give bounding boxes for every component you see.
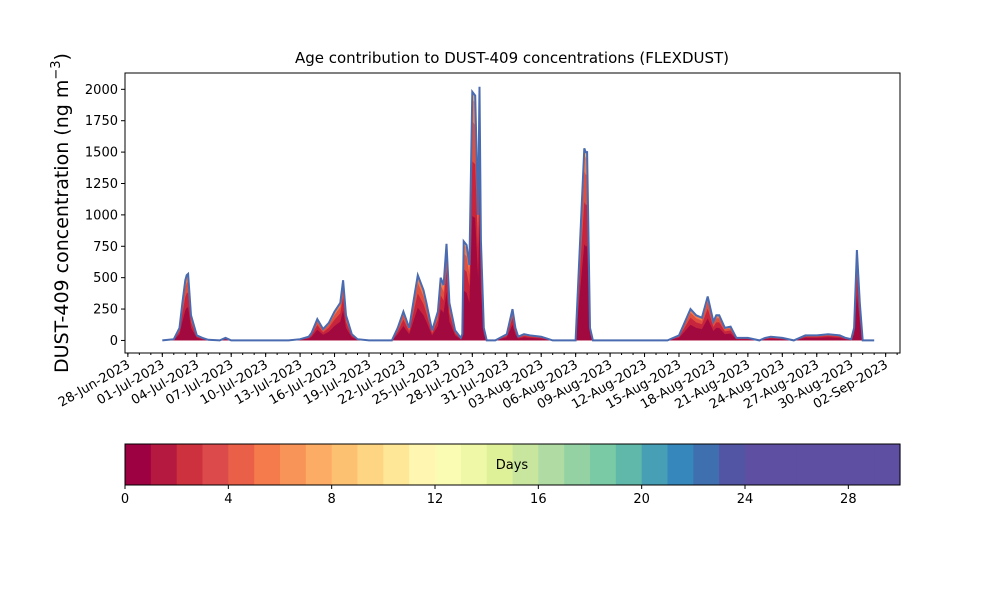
colorbar-cell — [305, 444, 333, 485]
y-axis-label: DUST-409 concentration (ng m−3) — [49, 53, 73, 373]
colorbar: Days 0 4 8 12 16 20 24 28 — [121, 443, 901, 507]
colorbar-cell — [693, 444, 720, 485]
colorbar-tick-label: 20 — [633, 492, 650, 507]
age-band-area — [162, 86, 875, 341]
colorbar-cell — [796, 444, 824, 485]
colorbar-cell — [202, 444, 229, 485]
y-tick-label: 250 — [93, 303, 118, 318]
colorbar-frame — [124, 443, 901, 486]
chart-title: Age contribution to DUST-409 concentrati… — [295, 49, 729, 67]
colorbar-cell — [641, 444, 669, 485]
total-concentration-line — [162, 86, 875, 342]
colorbar-cell — [254, 444, 281, 485]
y-axis: 0 250 500 750 1000 1250 1500 1750 2000 — [85, 83, 125, 349]
colorbar-cell — [822, 444, 849, 485]
colorbar-cell — [590, 444, 617, 485]
colorbar-cell — [874, 444, 901, 485]
y-tick-label: 1250 — [85, 177, 118, 192]
colorbar-cell — [435, 444, 462, 485]
y-tick-label: 1750 — [85, 114, 118, 129]
colorbar-cell — [176, 444, 204, 485]
colorbar-cell — [719, 444, 746, 485]
colorbar-cell — [357, 444, 384, 485]
colorbar-cell — [125, 444, 152, 485]
colorbar-label: Days — [496, 458, 529, 473]
plot-area — [124, 72, 901, 354]
colorbar-tick-label: 8 — [328, 492, 336, 507]
y-tick-label: 750 — [93, 240, 118, 255]
colorbar-cell — [667, 444, 694, 485]
colorbar-cell — [228, 444, 255, 485]
colorbar-tick-label: 12 — [427, 492, 444, 507]
colorbar-tick-label: 16 — [530, 492, 547, 507]
colorbar-ticks: 0 4 8 12 16 20 24 28 — [121, 485, 857, 507]
y-tick-label: 1000 — [85, 208, 118, 223]
colorbar-cell — [280, 444, 307, 485]
y-tick-label: 1500 — [85, 146, 118, 161]
colorbar-cell — [383, 444, 410, 485]
plot-frame — [124, 72, 901, 354]
colorbar-cell — [745, 444, 772, 485]
colorbar-cell — [564, 444, 591, 485]
y-axis-label-text: DUST-409 concentration (ng m — [51, 80, 73, 373]
age-band-area — [162, 94, 875, 341]
y-tick-label: 0 — [110, 334, 118, 349]
colorbar-tick-label: 4 — [224, 492, 232, 507]
colorbar-tick-label: 24 — [737, 492, 754, 507]
x-axis: 28-Jun-202301-Jul-202304-Jul-202307-Jul-… — [56, 353, 898, 413]
colorbar-cell — [409, 444, 436, 485]
colorbar-cell — [460, 444, 488, 485]
age-band-area — [162, 117, 875, 341]
age-band-area — [162, 213, 875, 341]
y-axis-label-unit-exponent: −3 — [49, 60, 64, 79]
colorbar-cell — [538, 444, 565, 485]
y-tick-label: 500 — [93, 271, 118, 286]
colorbar-cells — [125, 444, 901, 485]
colorbar-cell — [770, 444, 798, 485]
colorbar-cell — [615, 444, 643, 485]
age-band-area — [162, 157, 875, 341]
colorbar-tick-label: 28 — [840, 492, 857, 507]
colorbar-cell — [512, 444, 539, 485]
y-tick-label: 2000 — [85, 83, 118, 98]
colorbar-cell — [331, 444, 359, 485]
age-areas — [162, 86, 875, 341]
colorbar-cell — [150, 444, 178, 485]
colorbar-cell — [486, 444, 514, 485]
colorbar-cell — [848, 444, 875, 485]
colorbar-tick-label: 0 — [121, 492, 129, 507]
y-axis-label-close: ) — [51, 53, 73, 60]
